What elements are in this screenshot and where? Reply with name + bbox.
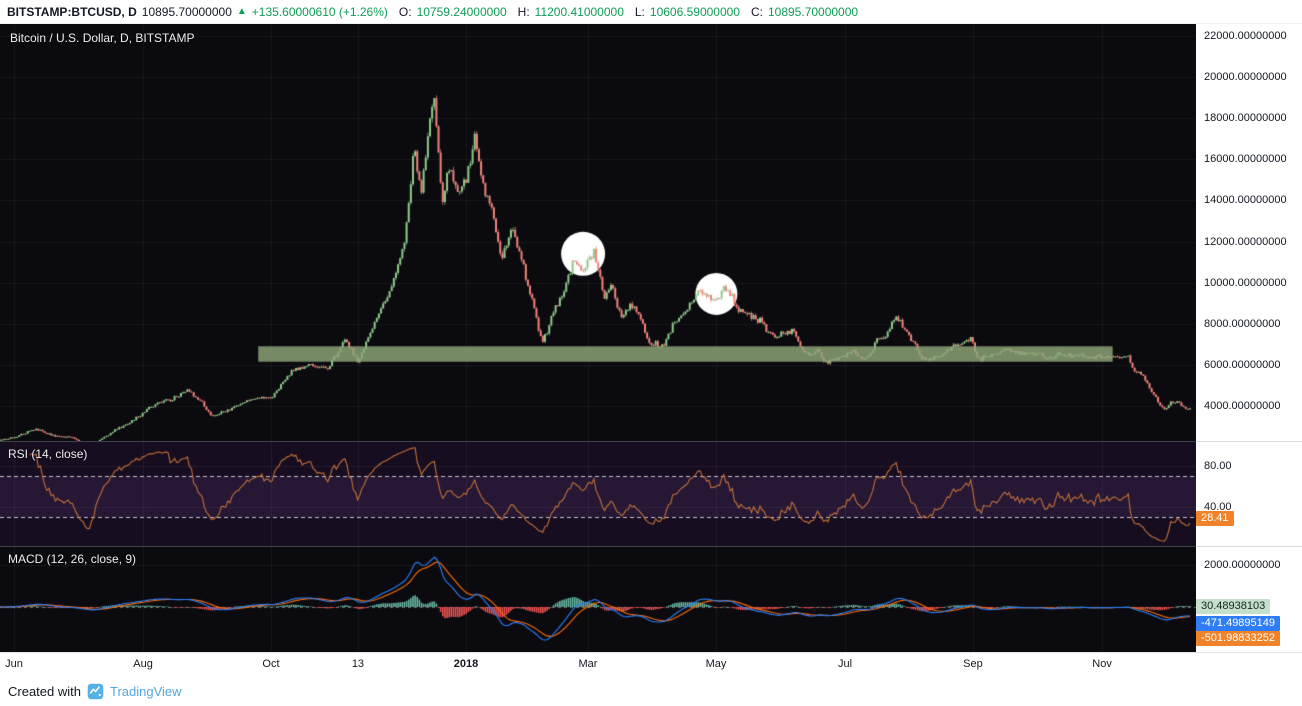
rsi-panel: RSI (14, close) bbox=[0, 442, 1196, 546]
time-axis-label: Nov bbox=[1092, 658, 1112, 670]
tradingview-logo-icon[interactable] bbox=[87, 683, 104, 700]
price-axis-label: 12000.00000000 bbox=[1204, 235, 1287, 248]
main-chart-legend[interactable]: Bitcoin / U.S. Dollar, D, BITSTAMP bbox=[10, 31, 195, 45]
low-label: L: bbox=[634, 4, 645, 19]
symbol-info-bar: BITSTAMP:BTCUSD, D 10895.70000000 ▲ +135… bbox=[0, 0, 1302, 24]
open-label: O: bbox=[398, 4, 412, 19]
macd-value-badge: -471.49895149 bbox=[1196, 616, 1281, 631]
main-chart-canvas[interactable] bbox=[0, 24, 1196, 441]
macd-panel: MACD (12, 26, close, 9) bbox=[0, 547, 1196, 651]
time-axis-labels: Jun Aug Oct 13 2018 Mar May Jul Sep Nov bbox=[0, 653, 1196, 677]
high-label: H: bbox=[517, 4, 530, 19]
time-axis-label: Mar bbox=[578, 658, 598, 670]
macd-signal-badge: -501.98833252 bbox=[1196, 631, 1281, 646]
price-axis-label: 22000.00000000 bbox=[1204, 30, 1287, 42]
time-axis-label: Jun bbox=[5, 658, 23, 670]
time-axis-label: Aug bbox=[133, 658, 153, 670]
panel-separator[interactable] bbox=[0, 546, 1196, 547]
rsi-value-badge: 28.41 bbox=[1196, 511, 1234, 526]
symbol-text[interactable]: BITSTAMP:BTCUSD, D bbox=[7, 4, 137, 19]
price-panel: Bitcoin / U.S. Dollar, D, BITSTAMP bbox=[0, 24, 1196, 441]
up-arrow-icon: ▲ bbox=[236, 6, 247, 17]
panel-separator-axis bbox=[1196, 546, 1302, 547]
close-label: C: bbox=[750, 4, 763, 19]
open-value: 10759.24000000 bbox=[416, 4, 507, 19]
price-axis-label: 10000.00000000 bbox=[1204, 276, 1287, 289]
time-axis-label: May bbox=[705, 658, 727, 670]
macd-canvas[interactable] bbox=[0, 547, 1196, 651]
time-axis-label: Sep bbox=[963, 658, 983, 670]
price-axis-label: 18000.00000000 bbox=[1204, 112, 1287, 125]
macd-legend[interactable]: MACD (12, 26, close, 9) bbox=[8, 552, 137, 566]
time-axis-label: 2018 bbox=[453, 658, 479, 670]
footer: Created with TradingView bbox=[0, 676, 1302, 706]
price-axis-label: 8000.00000000 bbox=[1204, 317, 1281, 330]
macd-histogram-badge: 30.48938103 bbox=[1196, 599, 1271, 614]
tradingview-brand-link[interactable]: TradingView bbox=[109, 683, 182, 699]
time-axis-label: Jul bbox=[837, 658, 853, 670]
panel-separator[interactable] bbox=[0, 441, 1196, 442]
price-change: +135.60000610 (+1.26%) bbox=[251, 4, 388, 19]
chart-area: Bitcoin / U.S. Dollar, D, BITSTAMP RSI (… bbox=[0, 24, 1302, 652]
rsi-legend[interactable]: RSI (14, close) bbox=[8, 447, 88, 461]
last-price: 10895.70000000 bbox=[141, 4, 232, 19]
time-axis-label: 13 bbox=[351, 658, 365, 670]
panel-separator-axis bbox=[1196, 441, 1302, 442]
price-axis[interactable]: 2000.00000000 22000.00000000 20000.000000… bbox=[1196, 24, 1302, 652]
low-value: 10606.59000000 bbox=[649, 4, 740, 19]
price-axis-label: 20000.00000000 bbox=[1204, 71, 1287, 84]
close-value: 10895.70000000 bbox=[767, 4, 859, 19]
time-axis-label: Oct bbox=[262, 658, 280, 670]
created-with-text: Created with bbox=[8, 683, 81, 699]
price-axis-label: 4000.00000000 bbox=[1204, 399, 1281, 412]
high-value: 11200.41000000 bbox=[534, 4, 624, 19]
macd-axis-label: 2000.00000000 bbox=[1204, 559, 1281, 571]
rsi-axis-label: 40.00 bbox=[1204, 501, 1232, 513]
rsi-canvas[interactable] bbox=[0, 442, 1196, 546]
price-axis-label: 6000.00000000 bbox=[1204, 358, 1281, 371]
price-axis-label: 16000.00000000 bbox=[1204, 153, 1287, 166]
time-axis[interactable]: Jun Aug Oct 13 2018 Mar May Jul Sep Nov bbox=[0, 652, 1302, 677]
rsi-axis-label: 80.00 bbox=[1204, 460, 1232, 472]
price-axis-label: 14000.00000000 bbox=[1204, 194, 1287, 207]
